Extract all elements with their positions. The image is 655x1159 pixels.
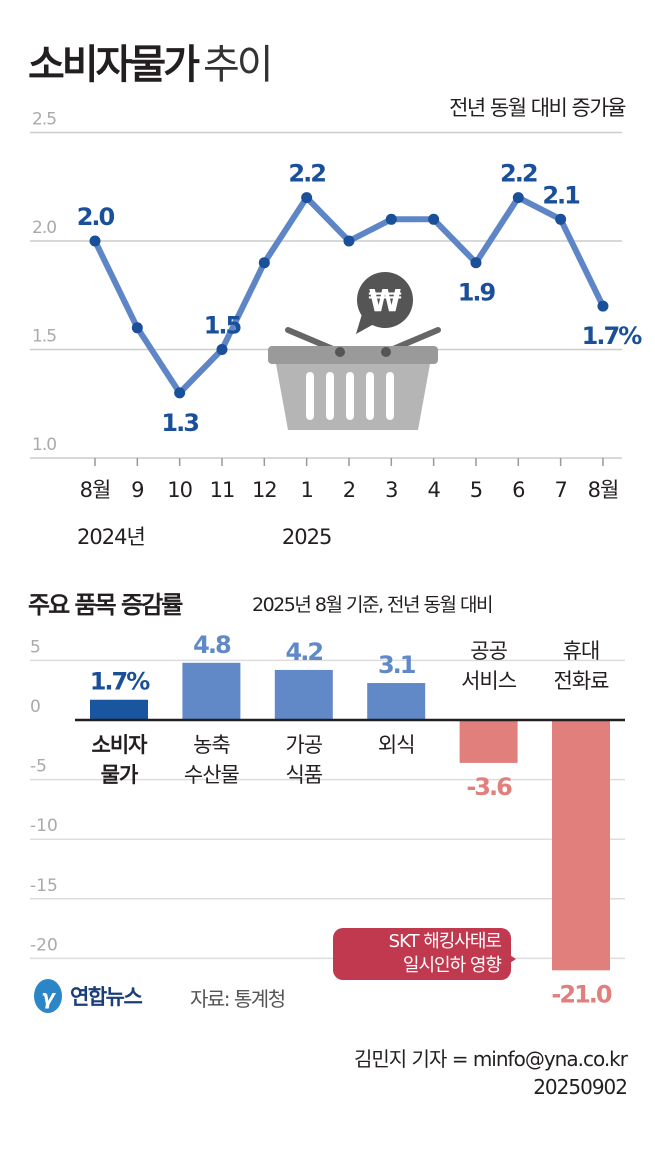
x-tick-label: 10 [167,478,192,502]
data-label: 2.1 [542,181,580,209]
x-tick-label: 3 [385,478,397,502]
category-label: 농축 [193,733,230,757]
x-tick-label: 1 [300,478,312,502]
data-point [555,213,567,225]
publish-date: 20250902 [533,1075,628,1099]
y-tick-label: -15 [30,876,58,896]
x-tick-label: 8월 [80,478,111,502]
data-point [512,192,524,204]
data-point [343,235,355,247]
title-light: 추이 [203,42,274,88]
bar-value-label: 1.7% [90,668,151,696]
credit: 김민지 기자 = minfo@yna.co.kr 20250902 [354,1045,628,1101]
yonhap-logo: γ 연합뉴스 [32,978,143,1014]
data-label: 2.2 [500,160,537,188]
bar-value-label: 4.2 [286,638,323,666]
x-tick-label: 6 [512,478,525,502]
data-point [216,344,228,355]
svg-text:γ: γ [41,985,56,1009]
annotation-callout: SKT 해킹사태로 일시인하 영향 [333,928,516,980]
y-tick-label: 2.5 [32,110,56,130]
bar [552,720,610,971]
data-point [470,257,482,269]
category-label: 물가 [101,763,139,787]
bar-chart-title: 주요 품목 증감률 [28,591,183,619]
data-point [174,387,186,399]
bar-value-label: 4.8 [193,631,231,659]
category-label: 외식 [378,733,415,757]
shopping-basket-icon: ₩ [268,272,441,430]
y-tick-label: 1.0 [32,435,56,455]
x-tick-label: 9 [131,478,143,502]
x-tick-label: 2 [343,478,355,502]
bar-value-label: 3.1 [378,651,416,679]
bar [367,683,426,720]
bar-chart-subtitle: 2025년 8월 기준, 전년 동월 대비 [252,594,493,616]
category-label: 수산물 [184,763,240,787]
page-title: 소비자물가 추이 [28,32,274,90]
category-label: 전화료 [554,669,610,693]
y-tick-label: -10 [30,816,58,836]
year-label: 2025 [282,525,331,549]
data-label: 2.0 [77,203,115,231]
data-point [428,213,440,225]
callout-line-1: SKT 해킹사태로 [388,931,502,952]
data-point [597,300,609,312]
data-label: 1.3 [161,409,198,437]
category-label: 서비스 [461,669,517,693]
data-label: 1.5 [204,312,242,340]
data-point [301,192,313,204]
source: 자료: 통계청 [190,987,286,1011]
bar-value-label: -3.6 [466,773,512,801]
category-label: 휴대 [563,639,600,663]
data-point [89,235,101,247]
reporter-credit: 김민지 기자 = minfo@yna.co.kr [354,1047,628,1071]
data-point [131,322,143,334]
x-tick-label: 5 [470,478,482,502]
x-tick-label: 7 [554,478,566,502]
data-point [385,213,397,225]
y-tick-label: 1.5 [32,327,56,347]
y-tick-label: 0 [30,697,41,717]
x-tick-label: 12 [252,478,277,502]
bar [182,662,241,720]
data-label: 2.2 [288,160,325,188]
x-tick-label: 4 [427,478,440,502]
bar [459,720,518,763]
bar [274,669,333,720]
year-label: 2024년 [77,525,145,549]
title-bold: 소비자물가 [28,42,200,88]
data-point [258,257,270,269]
data-label: 1.9 [458,279,496,307]
line-chart-subtitle: 전년 동월 대비 증가율 [449,96,626,120]
y-tick-label: 2.0 [32,218,56,238]
yonhap-globe-icon: γ [34,979,62,1013]
bar [90,699,148,720]
bar-value-label: -21.0 [551,980,611,1008]
data-label: 1.7% [582,322,643,350]
callout-line-2: 일시인하 영향 [402,955,502,976]
logo-text: 연합뉴스 [70,985,143,1009]
category-label: 식품 [285,763,322,787]
y-tick-label: -5 [30,757,47,777]
x-tick-label: 8월 [588,478,619,502]
x-tick-label: 11 [210,478,235,502]
category-label: 소비자 [92,733,149,757]
y-tick-label: -20 [30,935,58,955]
category-label: 가공 [285,733,322,757]
category-label: 공공 [470,639,507,663]
y-tick-label: 5 [30,637,41,657]
svg-text:₩: ₩ [368,284,401,319]
